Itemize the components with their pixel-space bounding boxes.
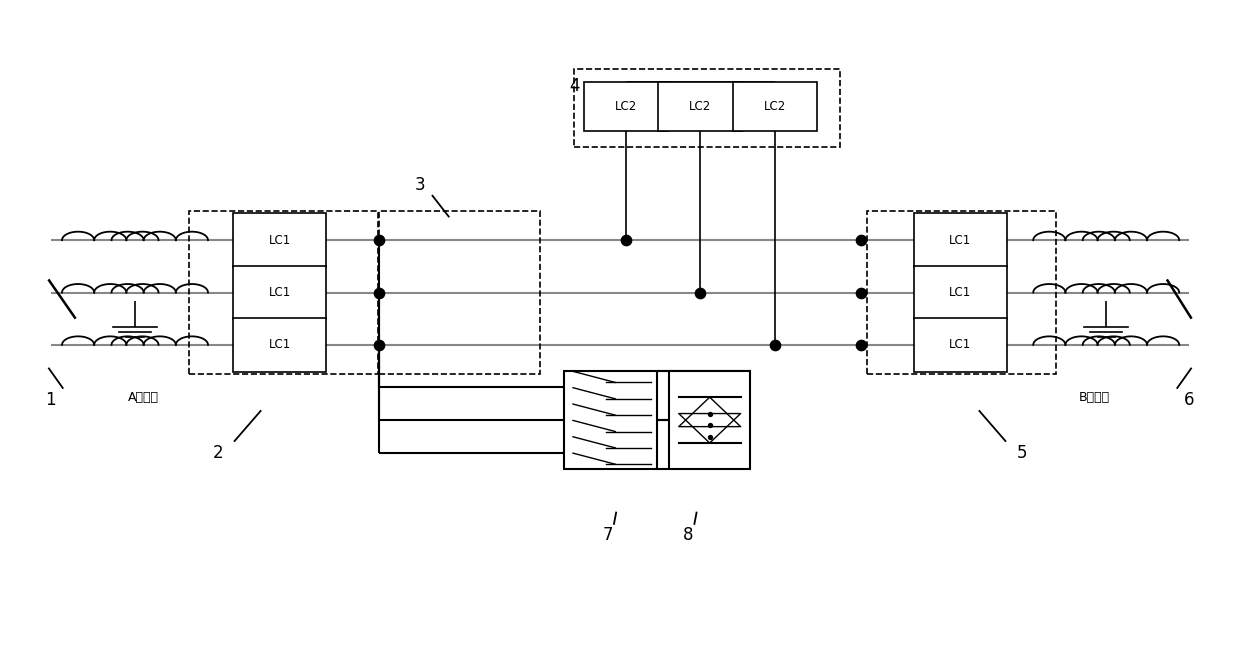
Text: LC2: LC2 [615, 100, 637, 112]
Bar [584, 81, 668, 131]
Bar [233, 214, 326, 267]
Bar [233, 265, 326, 319]
Bar [574, 70, 841, 147]
Text: 1: 1 [46, 392, 56, 409]
Point [699, 432, 719, 442]
Bar [190, 211, 377, 374]
Point [699, 408, 719, 419]
Point [765, 340, 785, 350]
Point [368, 287, 388, 298]
Bar [733, 81, 817, 131]
Text: 2: 2 [212, 443, 223, 462]
Text: 8: 8 [683, 526, 693, 543]
Bar [658, 81, 743, 131]
Point [691, 287, 711, 298]
Bar [378, 211, 539, 374]
Text: 4: 4 [569, 78, 579, 95]
Text: B变电站: B变电站 [1079, 391, 1110, 403]
Text: 3: 3 [414, 175, 425, 194]
Point [368, 340, 388, 350]
Text: LC1: LC1 [949, 234, 971, 246]
Bar [670, 371, 750, 469]
Text: LC1: LC1 [269, 234, 291, 246]
Bar [868, 211, 1055, 374]
Text: A变电站: A变电站 [128, 391, 159, 403]
Point [852, 235, 872, 246]
Point [368, 235, 388, 246]
Bar [233, 318, 326, 372]
Bar [914, 265, 1007, 319]
Text: LC1: LC1 [269, 286, 291, 299]
Text: LC2: LC2 [764, 100, 786, 112]
Text: 6: 6 [1184, 392, 1194, 409]
Point [852, 340, 872, 350]
Point [616, 235, 636, 246]
Bar [564, 371, 657, 469]
Point [699, 420, 719, 430]
Bar [914, 318, 1007, 372]
Text: 7: 7 [603, 526, 613, 543]
Bar [914, 214, 1007, 267]
Text: LC2: LC2 [689, 100, 712, 112]
Text: 5: 5 [1017, 443, 1028, 462]
Text: LC1: LC1 [949, 338, 971, 351]
Text: LC1: LC1 [269, 338, 291, 351]
Point [852, 287, 872, 298]
Text: LC1: LC1 [949, 286, 971, 299]
